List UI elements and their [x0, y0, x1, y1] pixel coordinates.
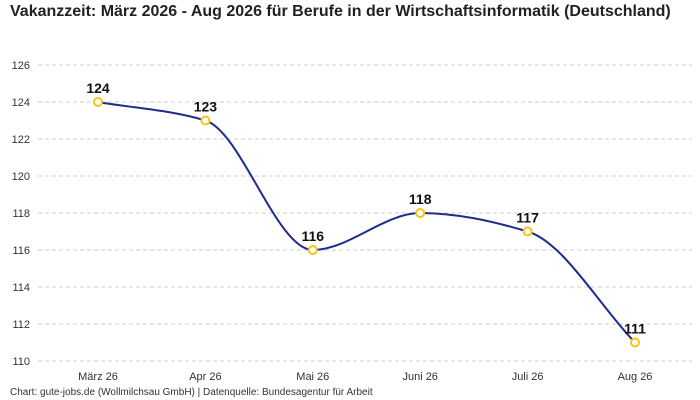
series-line — [97, 101, 636, 344]
x-tick-label: Aug 26 — [618, 371, 653, 383]
chart-title: Vakanzzeit: März 2026 - Aug 2026 für Ber… — [10, 3, 671, 20]
x-tick-label: Mai 26 — [296, 371, 329, 383]
y-tick-label: 120 — [12, 171, 30, 183]
series-line-group — [97, 101, 636, 344]
data-label: 123 — [194, 99, 218, 115]
y-tick-label: 122 — [12, 134, 30, 146]
x-tick-label: Apr 26 — [189, 371, 221, 383]
data-label: 124 — [86, 80, 110, 96]
data-point — [522, 226, 533, 237]
x-tick-label: Juni 26 — [402, 371, 437, 383]
y-tick-label: 114 — [12, 282, 30, 294]
data-point — [307, 245, 318, 255]
x-tick-label: März 26 — [78, 371, 118, 383]
data-label: 118 — [409, 191, 432, 207]
y-tick-label: 116 — [12, 245, 30, 257]
data-point — [200, 115, 211, 126]
data-label: 116 — [302, 228, 325, 244]
y-tick-label: 126 — [12, 60, 30, 72]
x-axis-ticks: März 26 Apr 26 Mai 26 Juni 26 Juli 26 Aug 26 — [78, 371, 652, 383]
data-label: 117 — [516, 210, 539, 226]
data-point — [630, 337, 640, 348]
data-labels: 124 123 116 118 117 111 — [86, 80, 646, 337]
y-tick-label: 118 — [12, 208, 30, 220]
data-point — [415, 208, 426, 218]
data-markers — [93, 97, 640, 348]
chart-source-note: Chart: gute-jobs.de (Wollmilchsau GmbH) … — [10, 387, 373, 398]
x-tick-label: Juli 26 — [512, 371, 544, 383]
grid-lines — [38, 64, 692, 362]
y-tick-label: 112 — [12, 319, 30, 331]
y-tick-label: 124 — [12, 97, 30, 109]
data-point — [93, 97, 103, 107]
y-axis-ticks: 110 112 114 116 118 120 122 124 126 — [12, 60, 30, 368]
data-label: 111 — [624, 321, 646, 337]
y-tick-label: 110 — [12, 356, 30, 368]
